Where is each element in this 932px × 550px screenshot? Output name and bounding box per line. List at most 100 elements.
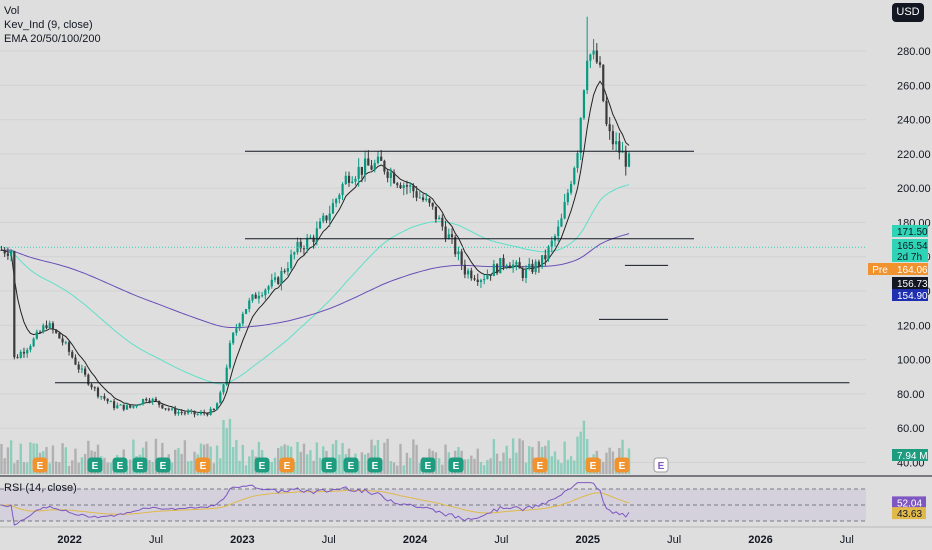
candle-body [6,253,9,256]
candle-body [225,367,228,385]
volume-bar [219,458,222,474]
rsi-value-bg [892,496,926,509]
rsi-value-label: 43.63 [897,509,922,520]
rsi-value-label: 52.04 [897,498,922,509]
candle-body [177,411,180,414]
volume-bar [3,458,6,474]
candle-body [421,197,425,201]
volume-bar [312,460,315,474]
candle-body [595,50,598,63]
candle-body [579,118,582,154]
candle-body [431,202,434,207]
volume-bar [528,446,531,474]
volume-bar [71,460,74,474]
volume-bar [83,453,87,474]
rsi-legend[interactable]: RSI (14, close) [4,482,77,494]
volume-bar [334,440,338,474]
volume-bar [251,449,254,474]
volume-bar [241,444,245,474]
volume-bar [128,459,132,474]
candle-body [164,408,167,410]
candles [0,16,631,418]
candle-body [3,250,6,254]
volume-bar [437,458,441,474]
candle-body [199,412,203,415]
candle-body [309,237,312,239]
y-tick-label: 220.00 [897,149,931,161]
candle-body [209,408,212,416]
candle-body [341,184,344,196]
candle-body [331,203,335,214]
candle-body [112,401,116,409]
legend-kev-ind[interactable]: Kev_Ind (9, close) [4,19,93,31]
candle-body [463,264,466,275]
candle-body [386,171,389,178]
volume-bar [479,462,483,474]
volume-bar [466,459,470,474]
volume-bar [299,451,302,474]
legend-ema[interactable]: EMA 20/50/100/200 [4,33,101,45]
candle-body [61,338,64,343]
candle-body [215,403,219,411]
volume-bar [357,461,360,474]
volume-bar [212,463,216,474]
candle-body [241,313,244,324]
candle-body [306,237,309,250]
candle-body [138,404,141,406]
volume-bar [489,458,492,474]
candle-body [289,254,293,269]
candle-body [280,270,283,285]
price-label: 156.73 [897,279,928,290]
candle-body [405,185,409,187]
earnings-icon [112,457,128,473]
volume-bar [77,462,80,474]
candle-body [135,405,138,407]
volume-bar [315,442,319,474]
candle-body [434,206,438,220]
volume-bar [508,458,512,474]
volume-bar [302,443,306,474]
volume-bar [605,452,608,474]
candle-body [219,392,222,404]
y-tick-label: 260.00 [897,80,931,92]
earnings-icon [448,457,464,473]
currency-button[interactable]: USD [892,3,924,22]
candle-body [415,191,418,198]
price-label-bg [892,277,928,289]
candle-body [38,331,42,333]
earnings-icon [367,457,383,473]
earnings-icon [585,457,601,473]
volume-bar [177,448,180,474]
candle-body [167,408,170,410]
volume-bar [405,452,409,474]
earnings-label: E [137,461,144,472]
volume-bar [566,459,570,474]
candle-body [447,234,450,239]
candle-body [392,172,396,184]
candle-body [370,165,373,170]
volume-bar [502,452,505,474]
candle-body [125,405,129,410]
volume-bar [524,462,528,474]
volume-bar [412,439,415,474]
volume-bar [238,460,241,474]
volume-bar [228,418,232,474]
volume-bar [154,438,158,474]
volume-bar [441,464,444,474]
candle-body [302,248,306,250]
legend-vol[interactable]: Vol [4,5,20,17]
volume-bar [515,452,518,474]
candle-body [598,62,602,65]
volume-bar [6,447,10,474]
volume-bar [396,465,399,474]
volume-bar [277,448,280,474]
candle-body [624,151,627,167]
grid [0,50,866,463]
volume-bar [103,457,106,474]
volume-bar [363,454,367,474]
earnings-label: E [117,461,124,472]
volume-bar [80,457,84,474]
candle-body [441,217,444,227]
candle-body [103,396,106,399]
